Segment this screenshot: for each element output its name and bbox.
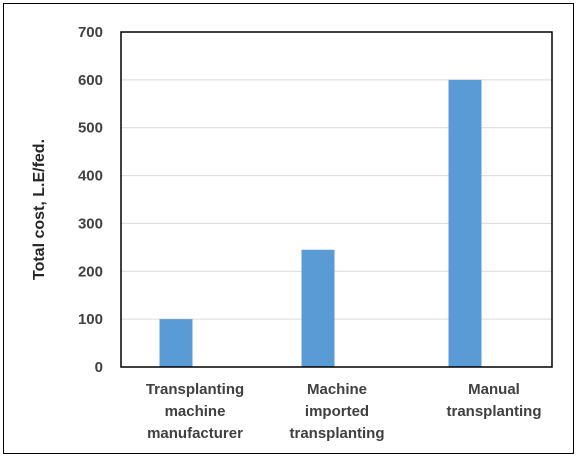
y-tick-label: 700 xyxy=(78,24,103,41)
category-labels: Transplanting machine manufacturer Machine i… xyxy=(146,381,542,442)
bar xyxy=(448,79,482,367)
category-label-line: transplanting xyxy=(289,425,384,442)
y-tick-label: 300 xyxy=(78,215,103,232)
category-label-line: Machine xyxy=(307,381,367,398)
gridlines xyxy=(121,79,552,320)
category-label: Transplanting machine manufacturer xyxy=(146,381,244,442)
y-tick-label: 500 xyxy=(78,120,103,137)
plot-area-border xyxy=(120,31,553,368)
y-tick-label: 400 xyxy=(78,168,103,185)
y-tick-label: 100 xyxy=(78,311,103,328)
category-label-line: Transplanting xyxy=(146,381,244,398)
y-tick-label: 200 xyxy=(78,263,103,280)
bar xyxy=(159,319,193,367)
y-tick-label: 0 xyxy=(95,359,103,376)
category-label-line: machine xyxy=(165,403,226,420)
category-label-line: transplanting xyxy=(446,403,541,420)
bars xyxy=(159,79,482,367)
category-label: Machine imported transplanting xyxy=(289,381,384,442)
category-label-line: manufacturer xyxy=(147,425,243,442)
bar-chart: 0 100 200 300 400 500 600 700 Transplanting mach… xyxy=(31,24,553,442)
chart-frame: 0 100 200 300 400 500 600 700 Transplanting mach… xyxy=(3,3,574,454)
category-label-line: Manual xyxy=(468,381,520,398)
y-tick-label: 600 xyxy=(78,72,103,89)
category-label: Manual transplanting xyxy=(446,381,541,420)
bar xyxy=(301,249,335,367)
y-axis-title: Total cost, L.E/fed. xyxy=(31,139,48,280)
category-label-line: imported xyxy=(305,403,369,420)
y-tick-labels: 0 100 200 300 400 500 600 700 xyxy=(78,24,103,376)
